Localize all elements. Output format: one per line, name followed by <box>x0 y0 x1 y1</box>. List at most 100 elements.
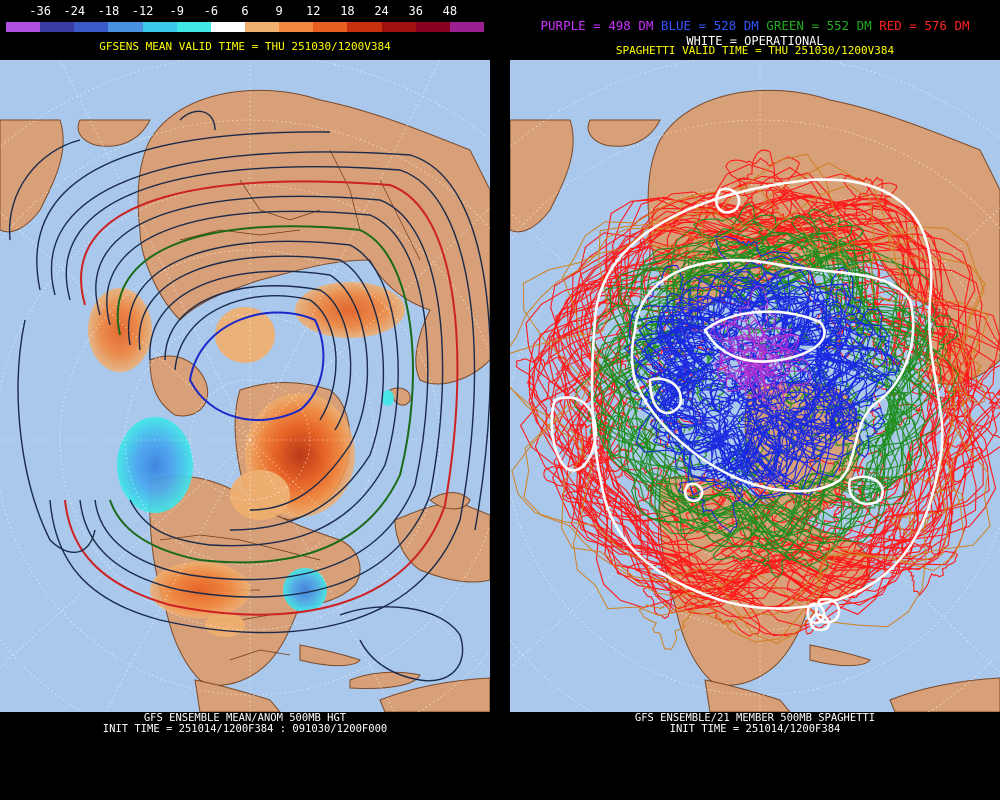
spaghetti-caption-line2: INIT TIME = 251014/1200F384 <box>669 723 841 735</box>
spaghetti-contour <box>608 257 923 539</box>
spaghetti-loop <box>595 449 630 482</box>
spaghetti-loop <box>716 203 772 252</box>
spaghetti-orange-outliers <box>510 153 991 651</box>
colorbar-swatch <box>176 22 211 32</box>
spaghetti-loop <box>645 310 682 348</box>
spaghetti-loop <box>880 525 910 551</box>
colorbar-label: 6 <box>241 4 249 18</box>
colorbar-label: 18 <box>340 4 355 18</box>
spaghetti-loop <box>737 338 802 397</box>
spaghetti-loop <box>874 314 952 391</box>
spaghetti-loop <box>658 334 708 382</box>
spaghetti-loop <box>543 458 608 518</box>
spaghetti-loop <box>668 380 707 418</box>
spaghetti-valid-time-title: SPAGHETTI VALID TIME = THU 251030/1200V3… <box>615 44 895 57</box>
spaghetti-loop <box>684 562 761 637</box>
spaghetti-contour <box>570 206 968 583</box>
spaghetti-loop <box>678 463 748 533</box>
spaghetti-contour <box>629 255 890 496</box>
spaghetti-loop <box>902 471 964 534</box>
spaghetti-loop <box>779 396 809 422</box>
spaghetti-loop <box>720 334 800 410</box>
colorbar-swatch <box>313 22 348 32</box>
spaghetti-loop <box>712 513 771 564</box>
spaghetti-loop <box>917 334 986 404</box>
spaghetti-loop <box>626 365 691 427</box>
colorbar-swatch <box>279 22 314 32</box>
spaghetti-contour <box>654 307 840 476</box>
spaghetti-loop <box>818 354 893 430</box>
spaghetti-loop <box>805 283 865 336</box>
colorbar-label: 48 <box>442 4 458 18</box>
spaghetti-contour <box>523 186 985 628</box>
spaghetti-contour <box>718 333 790 400</box>
spaghetti-loop <box>653 425 683 455</box>
spaghetti-contour <box>511 153 986 643</box>
colorbar-swatch <box>74 22 109 32</box>
spaghetti-loop <box>714 235 794 310</box>
colorbar-swatch <box>40 22 75 32</box>
spaghetti-loop <box>692 441 751 490</box>
colorbar-label: -12 <box>131 4 154 18</box>
colorbar-swatch <box>6 22 41 32</box>
colorbar-label: 12 <box>306 4 321 18</box>
spaghetti-contour <box>566 206 975 602</box>
spaghetti-loop <box>663 372 736 443</box>
spaghetti-loop <box>887 222 915 251</box>
legend-purple: PURPLE = 498 DM <box>540 18 654 33</box>
spaghetti-loop <box>589 418 612 442</box>
spaghetti-loop <box>515 356 567 403</box>
spaghetti-loop <box>940 443 983 483</box>
spaghetti-loop <box>569 422 599 449</box>
spaghetti-loop <box>699 450 743 494</box>
spaghetti-loop <box>745 334 811 398</box>
colorbar-swatch <box>415 22 450 32</box>
spaghetti-map-caption: GFS ENSEMBLE/21 MEMBER 500MB SPAGHETTI I… <box>510 713 1000 735</box>
spaghetti-loop <box>832 318 901 385</box>
spaghetti-caption-line1: GFS ENSEMBLE/21 MEMBER 500MB SPAGHETTI <box>634 712 876 724</box>
land-masses <box>0 89 490 712</box>
spaghetti-loop <box>772 358 819 398</box>
spaghetti-loop <box>834 394 895 457</box>
spaghetti-map-graphic <box>510 60 1000 712</box>
spaghetti-loop <box>705 395 770 453</box>
colorbar-swatch <box>108 22 143 32</box>
spaghetti-contour <box>601 228 932 535</box>
spaghetti-contour <box>550 204 955 597</box>
spaghetti-map <box>510 60 1000 712</box>
spaghetti-loop <box>781 319 841 374</box>
spaghetti-contour <box>609 231 959 568</box>
spaghetti-loop <box>604 285 679 347</box>
spaghetti-loop <box>713 347 753 389</box>
spaghetti-contour <box>615 257 911 536</box>
spaghetti-blue-528dm <box>623 235 901 533</box>
spaghetti-contour <box>598 243 937 543</box>
spaghetti-loop <box>761 310 805 351</box>
legend-blue: BLUE = 528 DM <box>660 18 759 33</box>
lat-lon-grid <box>0 60 490 712</box>
spaghetti-contour <box>728 314 806 387</box>
colorbar-label: -9 <box>169 4 184 18</box>
spaghetti-loop <box>712 435 764 483</box>
colorbar-label: -24 <box>63 4 86 18</box>
anomaly-colorbar: -36 -24 -18 -12 -9 -6 6 9 12 18 24 36 48 <box>4 2 486 38</box>
spaghetti-contour <box>641 265 875 486</box>
spaghetti-contour <box>605 244 943 552</box>
mean-map-caption: GFS ENSEMBLE MEAN/ANOM 500MB HGT INIT TI… <box>0 713 490 735</box>
spaghetti-legend: PURPLE = 498 DM BLUE = 528 DM GREEN = 55… <box>510 18 1000 33</box>
spaghetti-loop <box>830 407 884 458</box>
spaghetti-contour <box>510 162 991 625</box>
panel-divider <box>490 0 510 800</box>
legend-red: RED = 576 DM <box>879 18 970 33</box>
spaghetti-loop <box>838 509 901 575</box>
spaghetti-loop <box>746 444 785 484</box>
spaghetti-loop <box>825 281 869 320</box>
colorbar-label: -18 <box>97 4 120 18</box>
colorbar-label: -6 <box>203 4 219 18</box>
spaghetti-loop <box>823 308 898 377</box>
legend-green: GREEN = 552 DM <box>766 18 872 33</box>
spaghetti-loop <box>692 214 777 286</box>
colorbar-swatch <box>347 22 382 32</box>
spaghetti-loop <box>626 560 693 620</box>
spaghetti-loop <box>900 539 959 596</box>
